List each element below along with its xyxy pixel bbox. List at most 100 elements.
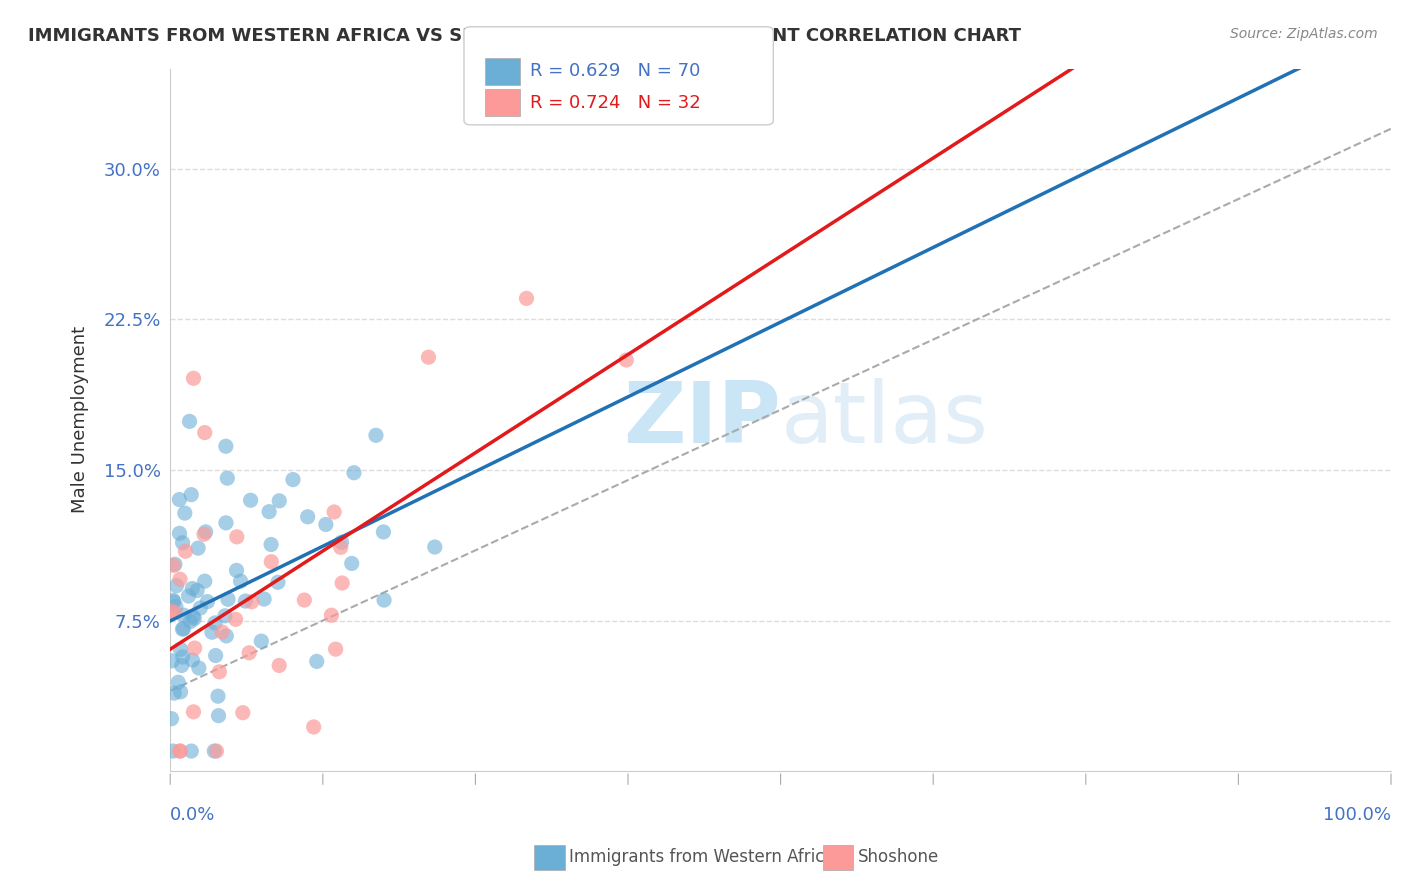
Text: Shoshone: Shoshone [858,848,939,866]
Y-axis label: Male Unemployment: Male Unemployment [72,326,89,514]
Point [321,608,343,623]
Point [330,535,353,549]
Point [302,720,325,734]
Point [323,505,346,519]
Point [269,493,291,508]
Point [183,640,205,655]
Point [253,592,276,607]
Point [187,661,209,675]
Point [188,601,211,615]
Point [179,615,201,629]
Point [235,594,257,608]
Point [169,685,191,699]
Point [169,744,191,758]
Point [180,744,202,758]
Text: ZIP: ZIP [623,378,780,461]
Point [204,648,226,663]
Point [217,592,239,607]
Point [205,744,228,758]
Point [167,675,190,690]
Point [225,563,247,577]
Point [215,516,238,530]
Point [183,371,205,385]
Point [207,708,229,723]
Point [180,488,202,502]
Point [160,712,183,726]
Point [330,576,353,591]
Point [305,654,328,668]
Point [160,604,183,618]
Point [169,526,191,541]
Point [169,642,191,657]
Point [340,557,363,571]
Point [260,555,283,569]
Point [181,653,204,667]
Point [239,493,262,508]
Point [169,492,191,507]
Point [257,505,280,519]
Point [214,608,236,623]
Point [162,654,184,668]
Point [240,595,263,609]
Point [173,622,195,636]
Point [170,658,193,673]
Point [418,350,440,364]
Point [172,535,194,549]
Point [325,642,347,657]
Point [364,428,387,442]
Point [373,593,395,607]
Point [201,625,224,640]
Point [343,466,366,480]
Text: R = 0.629   N = 70: R = 0.629 N = 70 [530,62,700,80]
Point [187,541,209,555]
Point [181,582,204,596]
Point [186,583,208,598]
Point [194,425,217,440]
Point [202,744,225,758]
Point [172,650,194,665]
Point [260,537,283,551]
Point [281,473,304,487]
Point [173,608,195,623]
Text: R = 0.724   N = 32: R = 0.724 N = 32 [530,94,700,112]
Point [204,615,226,630]
Point [614,353,637,368]
Point [181,609,204,624]
Point [162,744,184,758]
Point [173,506,195,520]
Point [250,634,273,648]
Text: IMMIGRANTS FROM WESTERN AFRICA VS SHOSHONE MALE UNEMPLOYMENT CORRELATION CHART: IMMIGRANTS FROM WESTERN AFRICA VS SHOSHO… [28,27,1021,45]
Point [165,599,187,614]
Point [423,540,446,554]
Point [373,524,395,539]
Point [177,589,200,603]
Point [169,572,191,586]
Point [217,471,239,485]
Point [163,595,186,609]
Point [172,622,194,636]
Text: atlas: atlas [780,378,988,461]
Point [315,517,337,532]
Text: Immigrants from Western Africa: Immigrants from Western Africa [569,848,835,866]
Point [215,439,238,453]
Point [232,706,254,720]
Point [297,509,319,524]
Point [174,544,197,558]
Text: 100.0%: 100.0% [1323,806,1391,824]
Point [179,414,201,428]
Point [197,594,219,608]
Point [238,646,260,660]
Point [163,686,186,700]
Point [267,575,290,590]
Point [208,665,231,679]
Point [166,579,188,593]
Point [225,530,247,544]
Point [329,541,352,555]
Point [229,574,252,589]
Point [162,558,184,573]
Point [207,689,229,703]
Point [269,658,291,673]
Point [193,527,215,541]
Point [225,612,247,626]
Point [183,611,205,625]
